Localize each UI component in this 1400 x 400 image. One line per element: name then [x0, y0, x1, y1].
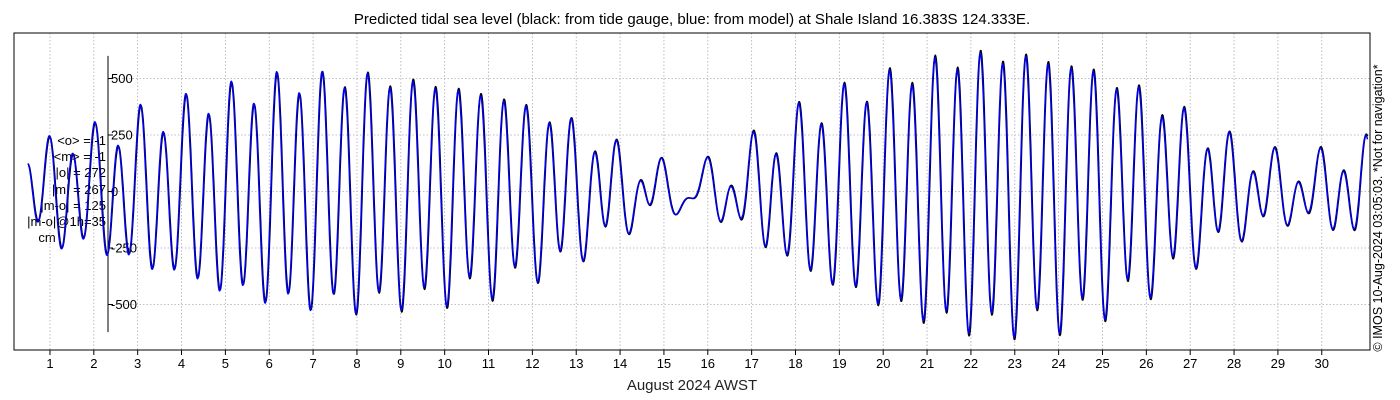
x-tick-label: 7 — [309, 356, 316, 371]
x-tick-label: 9 — [397, 356, 404, 371]
x-tick-label: 27 — [1183, 356, 1197, 371]
y-tick-label: 0 — [111, 184, 118, 199]
x-tick-label: 30 — [1315, 356, 1329, 371]
y-tick-label: -250 — [111, 241, 137, 256]
y-tick-label: -500 — [111, 297, 137, 312]
x-tick-label: 14 — [613, 356, 627, 371]
x-tick-label: 29 — [1271, 356, 1285, 371]
x-tick-label: 3 — [134, 356, 141, 371]
x-tick-label: 19 — [832, 356, 846, 371]
x-tick-label: 8 — [353, 356, 360, 371]
stat-mean-model: <m> = -1 — [53, 149, 106, 165]
x-tick-label: 17 — [744, 356, 758, 371]
x-tick-label: 11 — [482, 356, 496, 371]
x-tick-label: 12 — [525, 356, 539, 371]
x-axis-label: August 2024 AWST — [627, 377, 757, 394]
x-tick-label: 18 — [788, 356, 802, 371]
stat-abs-model: |m| = 267 — [51, 181, 106, 197]
x-tick-label: 1 — [46, 356, 53, 371]
grid-lines — [49, 33, 1370, 350]
x-tick-label: 28 — [1227, 356, 1241, 371]
stat-abs-obs: |o| = 272 — [55, 165, 107, 181]
stat-unit: cm — [38, 230, 56, 246]
stat-mean-obs: <o> = -1 — [57, 133, 106, 148]
y-tick-label: 500 — [111, 71, 133, 86]
x-tick-label: 4 — [178, 356, 185, 371]
x-tick-label: 15 — [657, 356, 671, 371]
x-tick-label: 22 — [964, 356, 978, 371]
x-axis: 1 2 3 4 5 6 7 8 9 10 11 12 13 14 15 16 17 18 19 20 21 22 23 24 2… — [46, 350, 1329, 371]
x-tick-label: 13 — [569, 356, 583, 371]
x-tick-label: 20 — [876, 356, 890, 371]
x-tick-label: 26 — [1139, 356, 1153, 371]
x-tick-label: 6 — [266, 356, 273, 371]
chart-title: Predicted tidal sea level (black: from t… — [353, 11, 1031, 28]
x-tick-label: 25 — [1095, 356, 1109, 371]
x-tick-label: 2 — [90, 356, 97, 371]
x-tick-label: 23 — [1008, 356, 1022, 371]
x-tick-label: 5 — [222, 356, 229, 371]
series-line-model — [27, 52, 1369, 338]
x-tick-label: 21 — [920, 356, 934, 371]
x-tick-label: 10 — [437, 356, 451, 371]
x-tick-label: 16 — [701, 356, 715, 371]
series-layer — [27, 49, 1369, 341]
y-tick-label: 250 — [111, 128, 133, 143]
plot-frame — [13, 32, 1371, 351]
x-tick-label: 24 — [1051, 356, 1065, 371]
